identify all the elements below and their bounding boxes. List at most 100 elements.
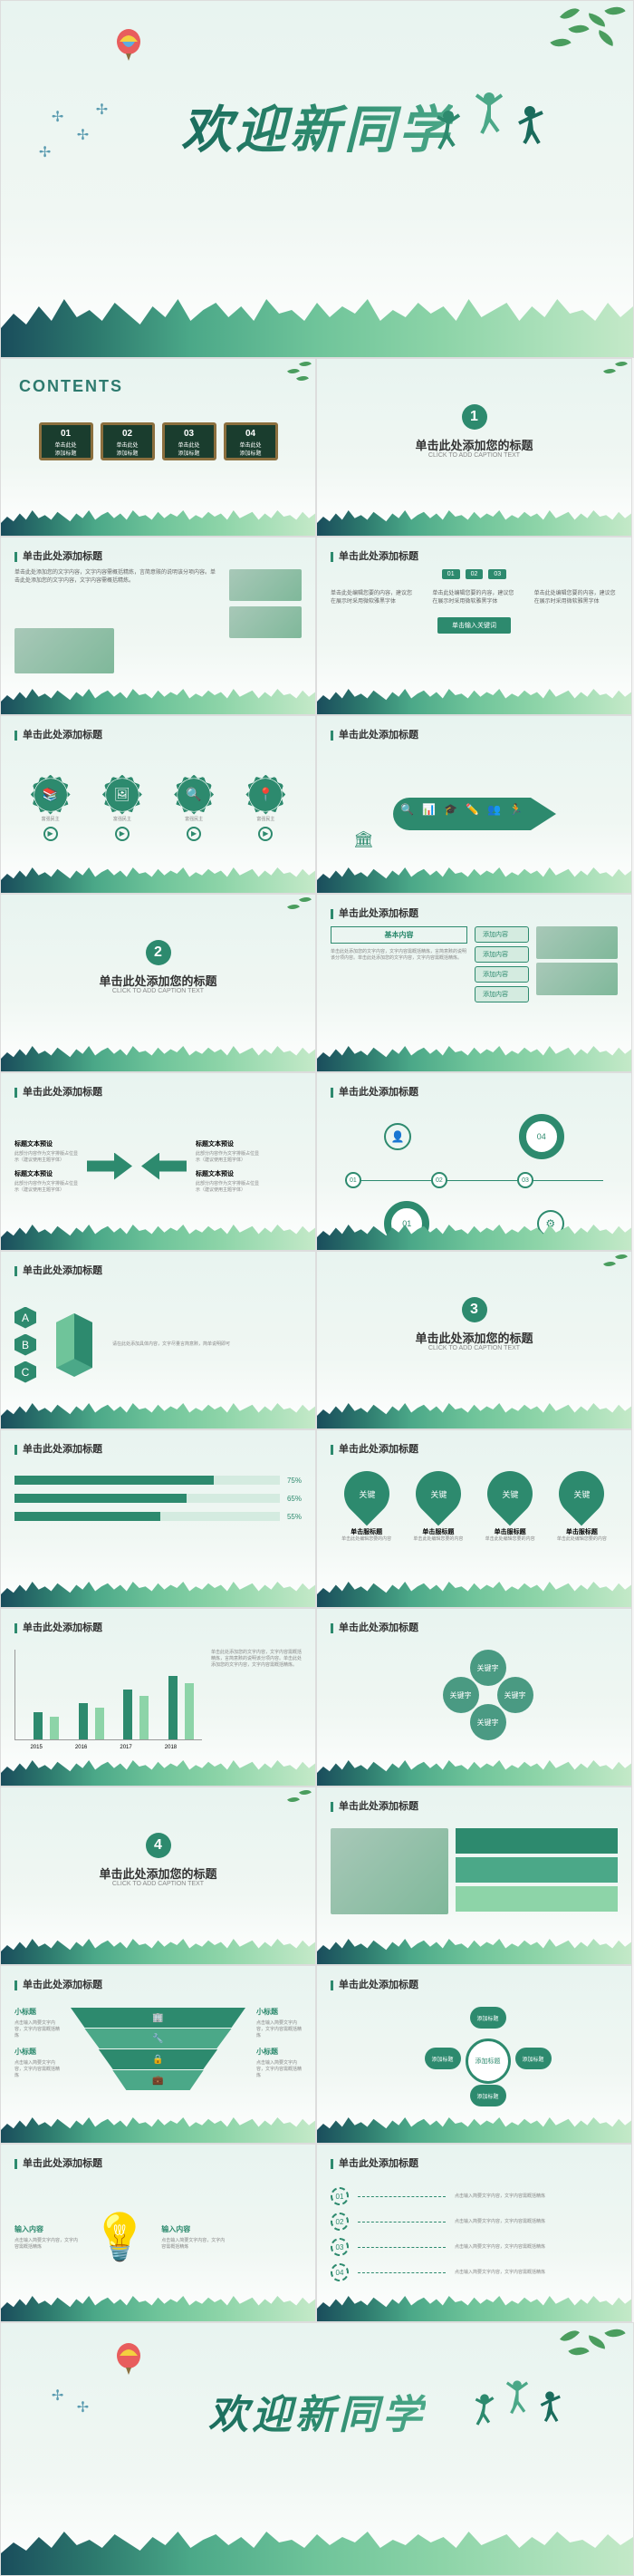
skyline-decoration (1, 2111, 315, 2143)
slide-title: 单击此处添加标题 (331, 1620, 418, 1634)
pencil-icon-2: 📊 (418, 803, 440, 825)
gear-icon: 📍 (249, 779, 282, 811)
pencil-icon-4: ✏️ (462, 803, 484, 825)
content-item-1[interactable]: 01单击此处添加标题 (39, 422, 93, 460)
tab-desc: 单击此处编辑您要的内容，建议您在展示时采用微软雅黑字体 (534, 588, 618, 605)
content-heading: 基本内容 (331, 926, 467, 944)
bird-icon: ✢ (52, 108, 59, 113)
skyline-decoration (317, 2111, 631, 2143)
bird-icon: ✢ (96, 101, 103, 106)
image-placeholder (536, 963, 618, 995)
slide-title: 单击此处添加标题 (331, 727, 418, 741)
leaves-decoration (524, 1, 633, 73)
desc: 请在此处添加具体内容，文字尽量言简意赅，简单说明即可 (112, 1341, 302, 1348)
color-block (456, 1857, 618, 1883)
slide-20: 单击此处添加标题 01点击输入简要文字内容，文字内容需概括精炼 02点击输入简要… (316, 2144, 632, 2322)
slide-title: 单击此处添加标题 (331, 1441, 418, 1456)
skyline-decoration (317, 1932, 631, 1964)
skyline-decoration (317, 1040, 631, 1071)
skyline-decoration (317, 683, 631, 714)
jumping-figures (430, 90, 557, 199)
skyline-decoration (1, 1575, 315, 1607)
slide-title: 单击此处添加标题 (14, 1620, 102, 1634)
slide-title: 单击此处添加标题 (14, 1084, 102, 1099)
preset-title: 标题文本预设 (14, 1139, 78, 1148)
pencil-icon-5: 👥 (484, 803, 505, 825)
pill-2: 添加内容 (475, 946, 529, 963)
3d-chart (47, 1304, 101, 1386)
leaves-decoration (577, 1252, 631, 1288)
icon-1: 👤 (384, 1123, 411, 1150)
pencil-tip (531, 798, 556, 830)
slide-title: 单击此处添加标题 (331, 1798, 418, 1813)
tab-3[interactable]: 03 (488, 569, 506, 579)
skyline-decoration (317, 1397, 631, 1428)
pin-4: 关键 (550, 1462, 614, 1526)
hex-b: B (14, 1334, 36, 1356)
bird-icon: ✢ (52, 2387, 59, 2392)
arrow-left-icon (141, 1153, 187, 1180)
skyline-decoration (317, 2290, 631, 2321)
pencil-icon-3: 🎓 (440, 803, 462, 825)
image-placeholder (229, 569, 302, 601)
slide-title: 单击此处添加标题 (331, 905, 418, 920)
section-subtitle: CLICK TO ADD CAPTION TEXT (317, 452, 631, 459)
tab-1[interactable]: 01 (442, 569, 460, 579)
section-4-slide: 4 单击此处添加您的标题 CLICK TO ADD CAPTION TEXT (0, 1787, 316, 1965)
slide-5: 单击此处添加标题 📚富强民主▶ 🖼富强民主▶ 🔍富强民主▶ 📍富强民主▶ (0, 715, 316, 894)
section-subtitle: CLICK TO ADD CAPTION TEXT (1, 988, 315, 994)
slide-title: 单击此处添加标题 (331, 1084, 418, 1099)
slide-title: 单击此处添加标题 (331, 548, 418, 563)
section-title: 单击此处添加您的标题 (317, 1329, 631, 1346)
image-placeholder (229, 606, 302, 638)
slide-9: 单击此处添加标题 👤 04 01 02 03 01 ⚙ (316, 1072, 632, 1251)
contents-boards: 01单击此处添加标题 02单击此处添加标题 03单击此处添加标题 04单击此处添… (39, 422, 278, 460)
keyword-button[interactable]: 单击输入关键词 (437, 617, 511, 634)
pill-3: 添加内容 (475, 966, 529, 983)
section-title: 单击此处添加您的标题 (1, 972, 315, 989)
balloon-icon (115, 29, 142, 65)
lightbulb-icon: 💡 (91, 2211, 148, 2264)
slide-title: 单击此处添加标题 (14, 548, 102, 563)
leaves-decoration (261, 1787, 315, 1824)
content-item-4[interactable]: 04单击此处添加标题 (224, 422, 278, 460)
section-title: 单击此处添加您的标题 (1, 1864, 315, 1882)
section-3-slide: 3 单击此处添加您的标题 CLICK TO ADD CAPTION TEXT (316, 1251, 632, 1429)
skyline-decoration (317, 1754, 631, 1786)
building-icon: 🏛 (353, 830, 374, 849)
hex-c: C (14, 1361, 36, 1383)
content-item-2[interactable]: 02单击此处添加标题 (101, 422, 155, 460)
slide-18: 单击此处添加标题 添加标题 添加标题 添加标题 添加标题 添加标题 (316, 1965, 632, 2144)
pin-3: 关键 (478, 1462, 543, 1526)
tab-desc: 单击此处编辑您要的内容，建议您在展示时采用微软雅黑字体 (432, 588, 515, 605)
color-block (456, 1828, 618, 1854)
section-title: 单击此处添加您的标题 (317, 436, 631, 453)
balloon-icon (115, 2343, 142, 2379)
slide-title: 单击此处添加标题 (331, 2155, 418, 2170)
skyline-decoration (317, 504, 631, 536)
skyline-decoration (1, 504, 315, 536)
skyline-decoration (317, 1575, 631, 1607)
slide-16: 单击此处添加标题 (316, 1787, 632, 1965)
section-1-slide: 1 单击此处添加您的标题 CLICK TO ADD CAPTION TEXT (316, 358, 632, 537)
ring-04: 04 (519, 1114, 564, 1159)
content-item-3[interactable]: 03单击此处添加标题 (162, 422, 216, 460)
slide-19: 单击此处添加标题 输入内容 点击输入简要文字内容，文字内容需概括精炼 💡 输入内… (0, 2144, 316, 2322)
pill-1: 添加内容 (475, 926, 529, 943)
venn-2: 关键字 (443, 1677, 479, 1713)
slide-3: 单击此处添加标题 单击此处添加您的文字内容，文字内容需概括精炼，言简意赅的说明该… (0, 537, 316, 715)
skyline-decoration (1, 861, 315, 893)
slide-8: 单击此处添加标题 标题文本预设 此部分内容作为文字排版占位显示（建议使用主题字体… (0, 1072, 316, 1251)
image-placeholder (536, 926, 618, 959)
closing-slide: ✢ ✢ 欢迎新同学 (0, 2322, 634, 2576)
jumping-figures (470, 2378, 570, 2460)
pin-1: 关键 (334, 1462, 399, 1526)
funnel-chart: 🏢 🔧 🔒 💼 (71, 2007, 245, 2106)
slide-title: 单击此处添加标题 (14, 1441, 102, 1456)
skyline-decoration (317, 861, 631, 893)
skyline-decoration (1, 1218, 315, 1250)
venn-4: 关键字 (470, 1704, 506, 1740)
image-placeholder (14, 628, 114, 673)
chart-desc: 单击此处添加您的文字内容，文字内容需概括精炼，言简意赅的说明该分项内容。单击此处… (211, 1650, 302, 1749)
tab-2[interactable]: 02 (466, 569, 484, 579)
